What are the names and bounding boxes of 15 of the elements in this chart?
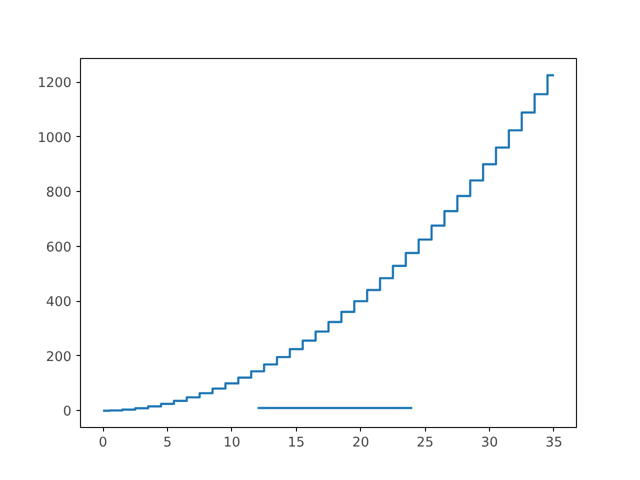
x-tick-label: 35 bbox=[545, 436, 562, 450]
y-tick-label: 1000 bbox=[38, 130, 72, 146]
y-tick-label: 800 bbox=[46, 186, 72, 201]
x-tick-label: 15 bbox=[288, 436, 305, 450]
x-tick-label: 5 bbox=[163, 436, 172, 450]
x-tick-label: 20 bbox=[352, 436, 370, 450]
x-tick-label: 30 bbox=[481, 436, 498, 450]
x-tick-label: 25 bbox=[416, 436, 434, 450]
y-tick-label: 1200 bbox=[38, 76, 72, 92]
x-tick-label: 0 bbox=[98, 436, 108, 450]
y-tick-label: 400 bbox=[46, 295, 72, 310]
y-tick-label: 200 bbox=[46, 350, 72, 365]
y-tick-label: 0 bbox=[63, 404, 72, 420]
x-tick-label: 10 bbox=[223, 436, 240, 450]
y-tick-label: 600 bbox=[46, 240, 72, 256]
